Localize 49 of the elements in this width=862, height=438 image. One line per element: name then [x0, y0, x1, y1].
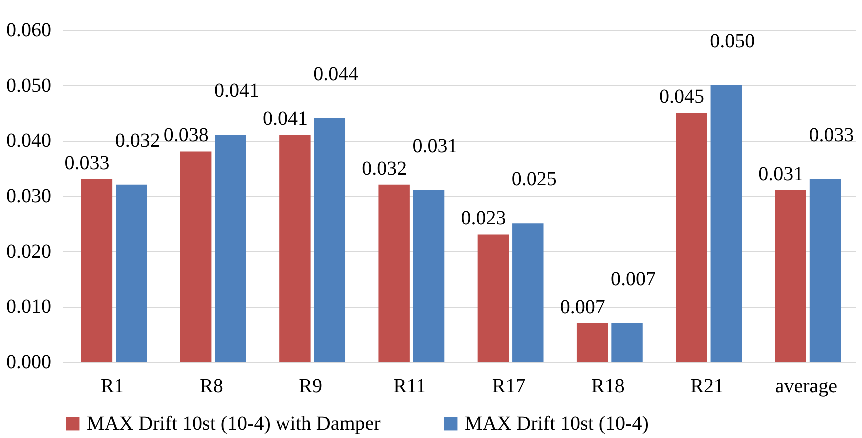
bar: [81, 179, 113, 362]
data-label: 0.038: [164, 124, 209, 147]
bar: [116, 184, 148, 362]
x-tick-label: R8: [200, 376, 224, 398]
bar: [314, 118, 346, 362]
legend-label: MAX Drift 10st (10-4) with Damper: [87, 413, 382, 435]
x-tick-label: R1: [100, 376, 124, 398]
bar: [478, 234, 510, 362]
bar: [215, 135, 246, 362]
data-label: 0.033: [64, 152, 110, 174]
data-label: 0.044: [314, 64, 359, 86]
data-label: 0.032: [362, 158, 408, 180]
x-tick-label: R18: [592, 376, 625, 398]
bar: [810, 179, 842, 362]
bar: [378, 184, 410, 362]
data-label: 0.033: [809, 124, 854, 146]
bar: [676, 113, 708, 362]
data-label: 0.041: [262, 108, 308, 130]
bar: [413, 190, 445, 362]
x-tick-label: R11: [394, 376, 426, 398]
bar: [775, 190, 806, 362]
y-tick-label: 0.010: [6, 296, 52, 318]
data-label: 0.045: [659, 86, 704, 108]
y-tick-label: 0.020: [6, 240, 52, 263]
x-tick-label: R17: [492, 376, 526, 398]
legend-label: MAX Drift 10st (10-4): [465, 413, 649, 435]
y-tick-label: 0.040: [6, 130, 52, 152]
y-tick-label: 0.000: [6, 352, 52, 374]
data-label: 0.025: [512, 168, 557, 191]
bar: [512, 224, 544, 362]
data-label: 0.023: [461, 208, 506, 230]
data-label: 0.031: [758, 163, 804, 186]
bar: [710, 85, 742, 362]
y-tick-label: 0.050: [6, 74, 52, 97]
bar: [576, 323, 608, 362]
data-label: 0.050: [710, 30, 756, 52]
data-label: 0.031: [412, 135, 458, 158]
data-label: 0.007: [560, 296, 606, 318]
data-label: 0.041: [214, 80, 260, 102]
data-label: 0.007: [611, 268, 656, 290]
x-tick-label: average: [775, 376, 838, 398]
x-tick-label: R9: [299, 376, 322, 398]
bar: [280, 135, 311, 362]
data-label: 0.032: [115, 130, 160, 152]
y-tick-label: 0.030: [6, 186, 52, 208]
x-tick-label: R21: [690, 376, 724, 398]
y-tick-label: 0.060: [6, 20, 52, 42]
bar: [180, 152, 212, 362]
bar: [612, 323, 643, 362]
